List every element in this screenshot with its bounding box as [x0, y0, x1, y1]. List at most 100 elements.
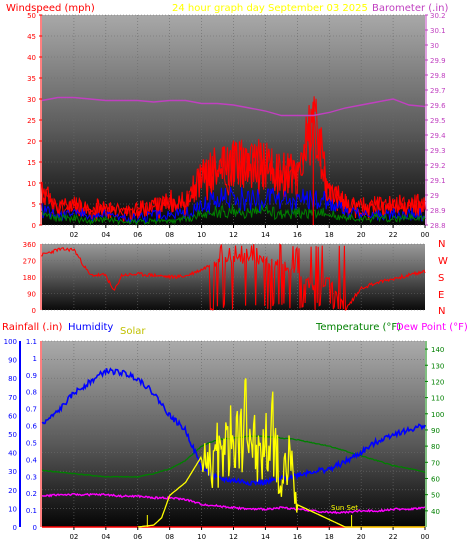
barometer-y-tick-label: 29.4 — [430, 132, 446, 140]
temperature-y-tick-label: 110 — [431, 395, 444, 403]
dewpoint-series — [41, 492, 426, 515]
wind-x-tick-label: 20 — [357, 231, 366, 239]
humidity-y-tick-label: 100 — [4, 338, 17, 346]
wind-y-tick-label: 35 — [27, 75, 36, 83]
wind-x-tick-label: 18 — [325, 231, 334, 239]
rain-y-tick-label: 0.1 — [26, 507, 37, 515]
wind-plot-grid — [42, 14, 425, 226]
temperature-x-tick-label: 00 — [421, 533, 430, 541]
barometer-y-tick-label: 29 — [430, 192, 439, 200]
temperature-y-tick-label: 90 — [431, 427, 440, 435]
wind-y-tick-label: 5 — [32, 201, 36, 209]
barometer-y-tick-label: 29.5 — [430, 117, 446, 125]
rain-y-tick-label: 0.9 — [26, 372, 37, 380]
date-label: 24 hour graph day September 03 2025 — [172, 3, 368, 14]
barometer-y-tick-label: 29.7 — [430, 87, 446, 95]
compass-label-n-bottom: N — [438, 306, 445, 317]
humidity-y-tick-label: 50 — [8, 431, 17, 439]
rain-y-tick-label: 0.8 — [26, 389, 37, 397]
direction-series — [41, 243, 426, 311]
temperature-y-tick-label: 100 — [431, 411, 444, 419]
wind-direction-series — [41, 243, 426, 311]
wind-low-series — [41, 204, 426, 226]
direction-y-tick-label: 90 — [27, 291, 36, 299]
humidity-y-tick-label: 0 — [13, 524, 17, 532]
humidity-y-tick-label: 60 — [8, 412, 17, 420]
direction-y-tick-label: 270 — [23, 258, 36, 266]
temperature-x-tick-label: 08 — [165, 533, 174, 541]
temperature-y-tick-label: 50 — [431, 492, 440, 500]
temperature-y-tick-label: 40 — [431, 508, 440, 516]
compass-label-s: S — [438, 273, 444, 284]
barometer-series — [41, 96, 426, 117]
wind-y-tick-label: 30 — [27, 96, 36, 104]
compass-label-w: W — [438, 256, 448, 267]
temperature-x-tick-label: 14 — [261, 533, 270, 541]
rain-y-tick-label: 0.5 — [26, 439, 37, 447]
barometer-y-tick-label: 29.3 — [430, 147, 446, 155]
wind-y-tick-label: 45 — [27, 33, 36, 41]
barometer-y-tick-label: 28.8 — [430, 222, 446, 230]
wind-x-tick-label: 14 — [261, 231, 270, 239]
rain-y-tick-label: 0.4 — [26, 456, 38, 464]
wind-y-tick-label: 25 — [27, 117, 36, 125]
barometer-right-axis: 28.8 28.9 29 29.1 29.2 29.3 29.4 29.5 29.6 29.7 29… — [425, 12, 446, 230]
direction-y-tick-label: 360 — [23, 241, 36, 249]
humidity-y-tick-label: 40 — [8, 450, 17, 458]
temperature-y-tick-label: 80 — [431, 443, 440, 451]
barometer-y-tick-label: 29.2 — [430, 162, 446, 170]
wind-x-tick-label: 10 — [197, 231, 206, 239]
temperature-label: Temperature (°F) — [315, 322, 401, 333]
humidity-y-tick-label: 30 — [8, 468, 17, 476]
wind-y-tick-label: 50 — [27, 12, 36, 20]
direction-compass-labels: N W S E N — [438, 239, 448, 317]
barometer-y-tick-label: 29.9 — [430, 57, 446, 65]
barometer-y-tick-label: 29.8 — [430, 72, 446, 80]
temperature-y-tick-label: 120 — [431, 378, 444, 386]
wind-x-tick-label: 22 — [389, 231, 398, 239]
barometer-y-tick-label: 30 — [430, 42, 439, 50]
wind-y-tick-label: 10 — [27, 180, 36, 188]
wind-y-tick-label: 0 — [32, 222, 36, 230]
temperature-x-tick-label: 18 — [325, 533, 334, 541]
humidity-y-tick-label: 70 — [8, 394, 17, 402]
rainfall-label: Rainfall (.in) — [2, 322, 63, 333]
wind-gust-series — [41, 101, 426, 223]
sunset-annotation: Sun Set — [331, 504, 358, 512]
temperature-axes: 0 10 20 30 40 50 60 70 80 90 100 0 0.1 0.2 0.3 0.4 0.5 0.… — [4, 338, 445, 532]
direction-y-tick-label: 180 — [23, 274, 36, 282]
wind-x-tick-label: 06 — [133, 231, 142, 239]
direction-grid — [42, 243, 425, 311]
rain-y-tick-label: 1 — [33, 355, 37, 363]
humidity-label: Humidity — [68, 322, 113, 333]
rain-y-tick-label: 1.1 — [26, 338, 37, 346]
rain-y-tick-label: 0 — [33, 524, 37, 532]
temperature-y-tick-label: 140 — [431, 346, 444, 354]
temperature-x-tick-label: 06 — [133, 533, 142, 541]
barometer-y-tick-label: 29.6 — [430, 102, 446, 110]
temperature-x-tick-label: 20 — [357, 533, 366, 541]
temperature-x-axis: 02 04 06 08 10 12 14 16 18 20 22 00 — [69, 527, 429, 541]
barometer-y-tick-label: 28.9 — [430, 207, 446, 215]
temperature-y-tick-label: 70 — [431, 459, 440, 467]
temperature-x-tick-label: 22 — [389, 533, 398, 541]
rain-y-tick-label: 0.2 — [26, 490, 37, 498]
temperature-y-tick-label: 130 — [431, 362, 444, 370]
wind-left-axis: 0 5 10 15 20 25 30 35 40 45 50 — [27, 12, 42, 230]
compass-label-n-top: N — [438, 239, 445, 250]
wind-x-tick-label: 08 — [165, 231, 174, 239]
humidity-y-tick-label: 90 — [8, 357, 17, 365]
dewpoint-label: Dew Point (°F) — [396, 322, 468, 333]
compass-label-e: E — [438, 290, 444, 301]
wind-x-tick-label: 00 — [421, 231, 430, 239]
wind-x-tick-label: 16 — [293, 231, 302, 239]
rain-y-tick-label: 0.3 — [26, 473, 37, 481]
wind-series — [41, 96, 426, 226]
temperature-x-tick-label: 04 — [101, 533, 110, 541]
temperature-x-tick-label: 12 — [229, 533, 238, 541]
humidity-series — [41, 367, 426, 487]
temperature-y-tick-label: 60 — [431, 475, 440, 483]
barometer-label: Barometer (.in) — [372, 3, 448, 14]
solar-label: Solar — [120, 326, 146, 337]
